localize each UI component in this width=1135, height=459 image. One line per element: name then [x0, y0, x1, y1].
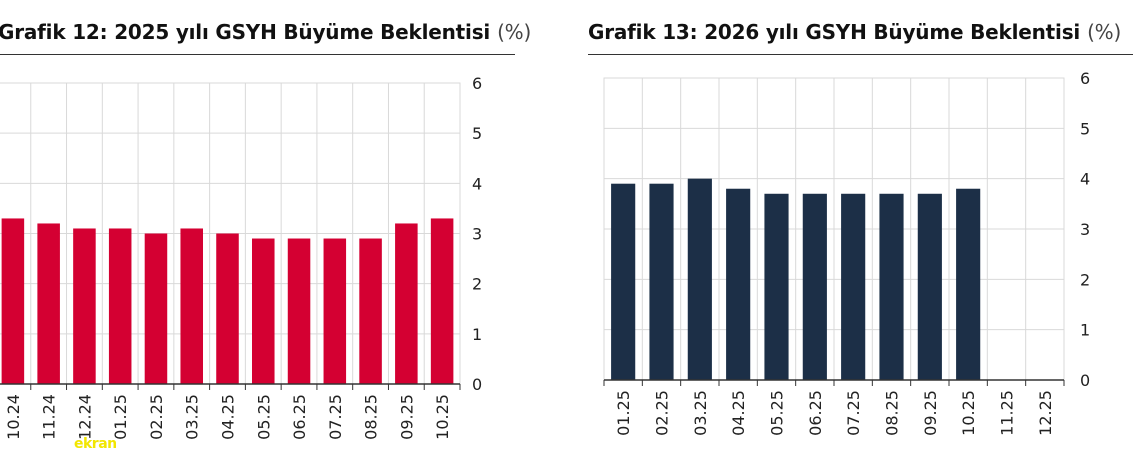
chart-12-y-tick-label: 2	[472, 275, 482, 294]
chart-13-bar-05.25	[764, 193, 789, 380]
chart-13-y-tick-label: 0	[1080, 371, 1090, 390]
chart-13-y-tick-label: 1	[1080, 321, 1090, 340]
chart-13-x-tick-label: 10.25	[959, 390, 978, 436]
chart-13-title-rule	[588, 54, 1133, 55]
chart-13-x-tick-label: 09.25	[921, 390, 940, 436]
chart-12-x-tick-label: 11.24	[40, 394, 59, 440]
chart-12-bar-06.25	[287, 238, 311, 384]
chart-12-y-tick-label: 0	[472, 375, 482, 394]
chart-13-bar-04.25	[726, 188, 751, 380]
chart-13-y-tick-label: 6	[1080, 69, 1090, 88]
chart-12-bar-01.25	[108, 228, 132, 384]
chart-12-x-tick-label: 04.25	[219, 394, 238, 440]
chart-12-x-tick-label: 03.25	[183, 394, 202, 440]
chart-12-bar-10.25	[430, 218, 454, 384]
chart-12-x-tick-label: 05.25	[254, 394, 273, 440]
chart-13-bar-03.25	[687, 178, 712, 380]
chart-13-y-tick-label: 4	[1080, 170, 1090, 189]
chart-12-bar-08.25	[359, 238, 382, 384]
chart-13-bar-06.25	[802, 193, 827, 380]
chart-13-x-tick-label: 05.25	[768, 390, 787, 436]
chart-13-x-tick-label: 12.25	[1036, 390, 1055, 436]
chart-13-x-tick-label: 02.25	[653, 390, 672, 436]
chart-12-x-tick-label: 01.25	[111, 394, 130, 440]
chart-13-x-tick-label: 11.25	[998, 390, 1017, 436]
chart-12-y-tick-label: 5	[472, 124, 482, 143]
chart-12-x-tick-label: 08.25	[362, 394, 381, 440]
chart-13-plot: 01.25 02.25 03.25 04.25 05.25 06.25 07.25 08.25…	[603, 69, 1090, 436]
chart-12-title-rule	[0, 54, 515, 55]
chart-13-title: Grafik 13: 2026 yılı GSYH Büyüme Beklent…	[588, 20, 1121, 44]
chart-13-y-tick-label: 5	[1080, 119, 1090, 138]
chart-12-y-tick-label: 3	[472, 225, 482, 244]
chart-13-x-tick-label: 08.25	[883, 390, 902, 436]
chart-12-plot: 10.24 11.24 12.24 01.25 02.25 03.25 04.25 05.25…	[0, 74, 482, 440]
chart-13-y-tick-label: 2	[1080, 270, 1090, 289]
chart-12-title-text: Grafik 12: 2025 yılı GSYH Büyüme Beklent…	[0, 20, 491, 44]
chart-12-bar-10.24	[1, 218, 25, 384]
chart-13-x-tick-label: 06.25	[806, 390, 825, 436]
chart-12-bar-12.24	[73, 228, 96, 384]
chart-12-x-tick-label: 06.25	[290, 394, 309, 440]
chart-12-bar-07.25	[323, 238, 347, 384]
chart-12-y-tick-label: 1	[472, 325, 482, 344]
chart-13-title-text: Grafik 13: 2026 yılı GSYH Büyüme Beklent…	[588, 20, 1081, 44]
chart-12-bar-05.25	[252, 238, 275, 384]
chart-12-x-tick-label: 12.24	[75, 394, 94, 440]
chart-13-bar-07.25	[841, 193, 866, 380]
chart-12-title: Grafik 12: 2025 yılı GSYH Büyüme Beklent…	[0, 20, 531, 44]
chart-13-bar-09.25	[917, 193, 942, 380]
chart-13-x-tick-label: 03.25	[691, 390, 710, 436]
chart-13-y-tick-label: 3	[1080, 220, 1090, 239]
chart-12-x-tick-label: 07.25	[326, 394, 345, 440]
chart-13-bar-02.25	[649, 183, 674, 380]
chart-13-bar-01.25	[611, 183, 636, 380]
chart-12-x-tick-label: 10.24	[4, 394, 23, 440]
chart-13-x-tick-label: 04.25	[729, 390, 748, 436]
chart-13-bar-10.25	[956, 188, 981, 380]
chart-12-y-tick-label: 6	[472, 74, 482, 93]
chart-12-bar-09.25	[395, 223, 418, 384]
watermark-logo: ekran	[74, 436, 117, 452]
chart-12-bar-11.24	[37, 223, 60, 384]
chart-12-bar-04.25	[216, 233, 239, 384]
chart-13-x-tick-label: 01.25	[614, 390, 633, 436]
chart-13-x-tick-label: 07.25	[844, 390, 863, 436]
chart-12-bar-03.25	[180, 228, 203, 384]
chart-12-x-tick-label: 10.25	[433, 394, 452, 440]
chart-12-unit: (%)	[497, 20, 532, 44]
chart-13-bar-08.25	[879, 193, 904, 380]
chart-12-bar-02.25	[144, 233, 168, 384]
chart-12-x-tick-label: 02.25	[147, 394, 166, 440]
chart-12-x-tick-label: 09.25	[397, 394, 416, 440]
chart-13-unit: (%)	[1087, 20, 1122, 44]
chart-12-y-tick-label: 4	[472, 174, 482, 193]
